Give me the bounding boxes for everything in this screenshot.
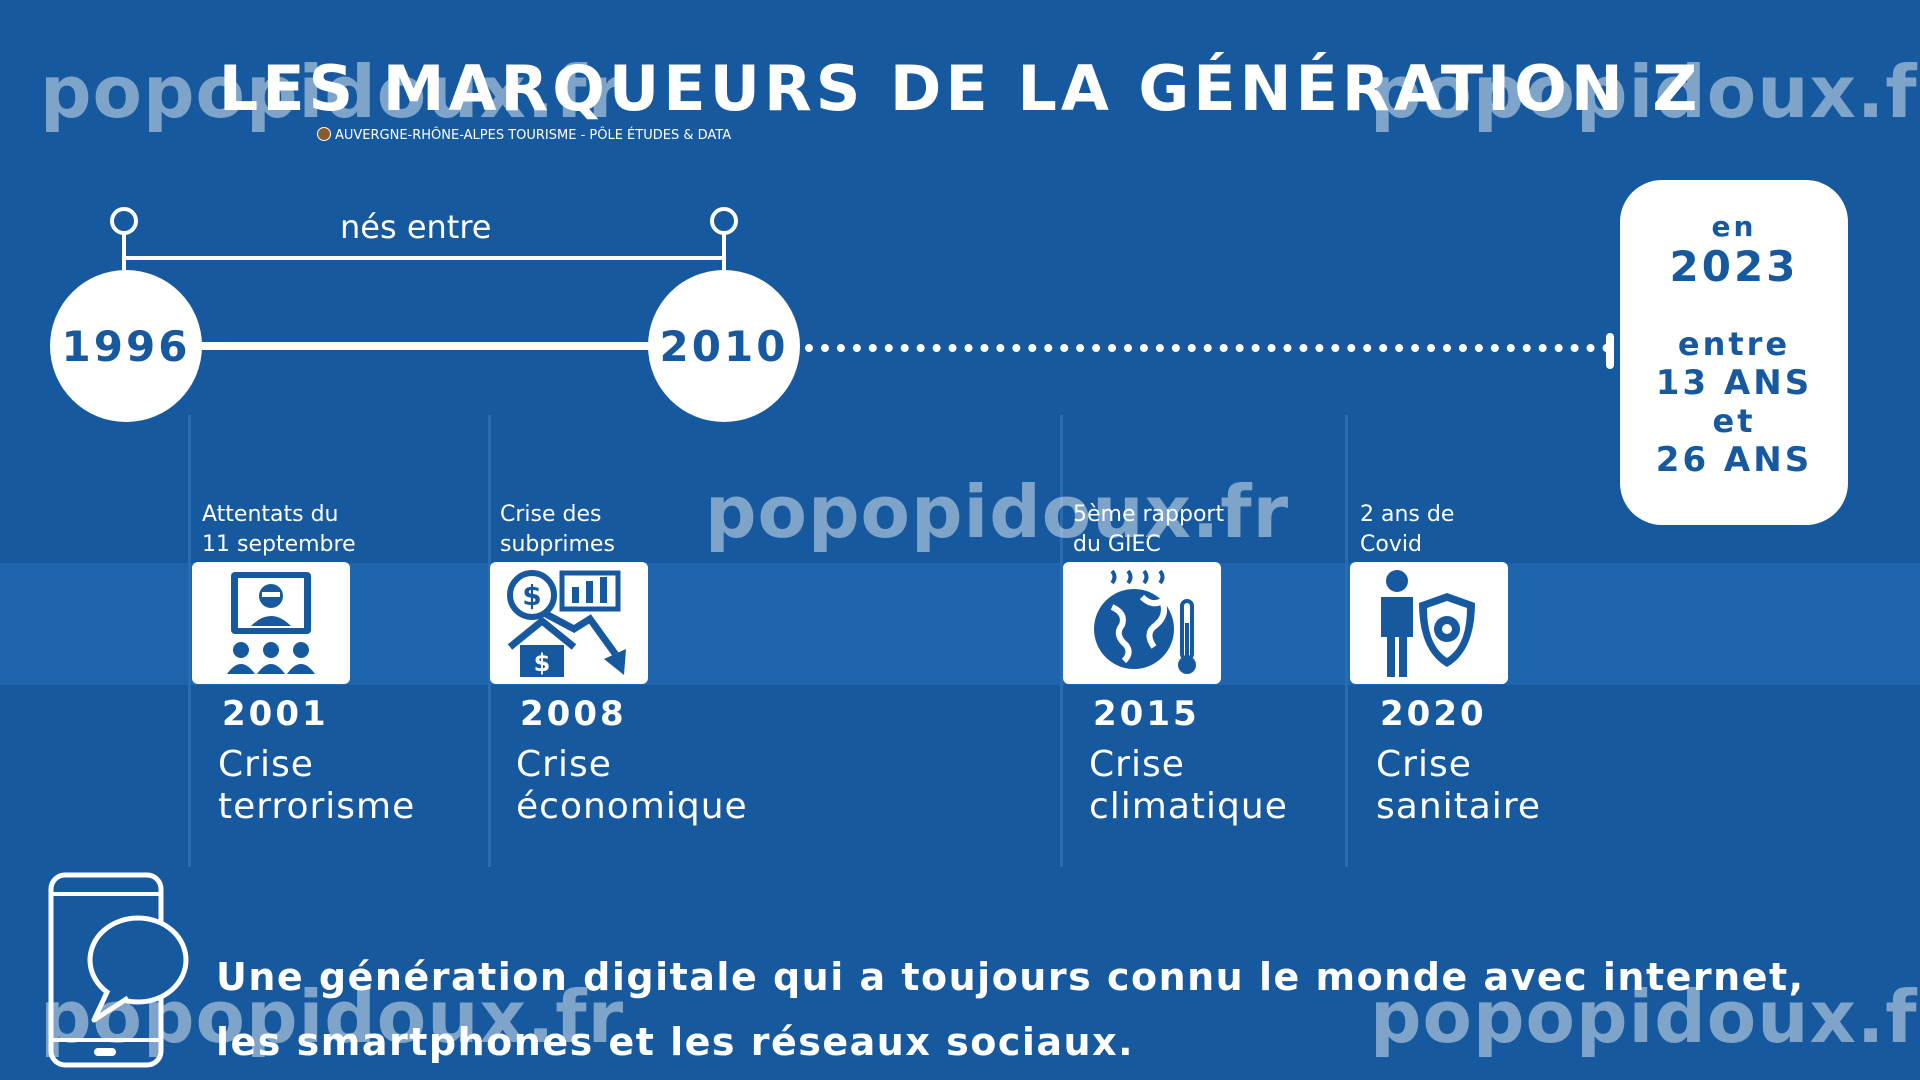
terrorism-broadcast-icon xyxy=(192,562,350,684)
event-year: 2008 xyxy=(520,694,627,734)
event-year: 2020 xyxy=(1380,694,1487,734)
watermark: popopidoux.fr xyxy=(40,50,625,134)
watermark: popopidoux.fr xyxy=(1370,50,1920,134)
smartphone-chat-icon xyxy=(48,872,193,1076)
global-warming-icon xyxy=(1063,562,1221,684)
separator xyxy=(188,415,191,867)
start-year-circle: 1996 xyxy=(50,270,202,422)
caption-line: subprimes xyxy=(500,532,615,557)
label-line: Crise xyxy=(516,744,612,785)
age-box-en: en xyxy=(1711,210,1757,243)
credit-text: AUVERGNE-RHÔNE-ALPES TOURISME - PÔLE ÉTU… xyxy=(335,128,732,143)
age-box-year: 2023 xyxy=(1669,242,1799,291)
label-line: Crise xyxy=(1376,744,1472,785)
event-2015: 5ème rapport du GIEC 2015 Crise climatique xyxy=(1063,500,1343,828)
page-title: LES MARQUEURS DE LA GÉNÉRATION Z xyxy=(218,52,1702,125)
separator xyxy=(1345,415,1348,867)
caption-line: 2 ans de xyxy=(1360,502,1455,527)
svg-text:$: $ xyxy=(522,579,541,612)
label-line: climatique xyxy=(1089,786,1288,827)
age-box-et: et xyxy=(1712,402,1756,440)
caption-line: 5ème rapport xyxy=(1073,502,1225,527)
event-label: Crise économique xyxy=(516,744,770,828)
age-box-max-age: 26 ANS xyxy=(1655,440,1813,480)
event-caption: Crise des subprimes xyxy=(500,500,770,560)
event-year: 2001 xyxy=(222,694,329,734)
caption-line: Attentats du xyxy=(202,502,339,527)
event-label: Crise sanitaire xyxy=(1376,744,1630,828)
event-label: Crise terrorisme xyxy=(218,744,472,828)
event-2020: 2 ans de Covid 2020 Crise sanitaire xyxy=(1350,500,1630,828)
caption-line: Covid xyxy=(1360,532,1422,557)
event-label: Crise climatique xyxy=(1089,744,1343,828)
financial-crash-icon: $ $ xyxy=(490,562,648,684)
age-box-min-age: 13 ANS xyxy=(1655,363,1813,403)
event-caption: 2 ans de Covid xyxy=(1360,500,1630,560)
label-line: économique xyxy=(516,786,748,827)
start-pin xyxy=(110,207,138,235)
footer-line: les smartphones et les réseaux sociaux. xyxy=(216,1020,1135,1064)
end-pin-stem xyxy=(722,234,726,270)
event-caption: 5ème rapport du GIEC xyxy=(1073,500,1343,560)
dotted-timeline xyxy=(805,344,1611,352)
label-line: terrorisme xyxy=(218,786,416,827)
caption-line: Crise des xyxy=(500,502,602,527)
range-bracket-line xyxy=(124,256,724,260)
age-box-entre: entre xyxy=(1677,325,1791,363)
watermark: popopidoux.fr xyxy=(705,470,1290,554)
age-box: en 2023 entre 13 ANS et 26 ANS xyxy=(1620,180,1848,525)
label-line: Crise xyxy=(1089,744,1185,785)
caption-line: 11 septembre xyxy=(202,532,356,557)
range-label: nés entre xyxy=(340,208,492,246)
caption-line: du GIEC xyxy=(1073,532,1161,557)
event-year: 2015 xyxy=(1093,694,1200,734)
timeline-line xyxy=(190,342,670,350)
health-shield-icon xyxy=(1350,562,1508,684)
label-line: sanitaire xyxy=(1376,786,1541,827)
separator xyxy=(1060,415,1063,867)
end-pin xyxy=(710,207,738,235)
separator xyxy=(488,415,491,867)
event-2001: Attentats du 11 septembre 2001 Crise terro… xyxy=(192,500,472,828)
event-2008: Crise des subprimes $ $ 2008 Crise économi… xyxy=(490,500,770,828)
logo-icon xyxy=(317,127,331,141)
timeline-end-tick xyxy=(1606,333,1614,369)
start-pin-stem xyxy=(122,234,126,270)
footer-line: Une génération digitale qui a toujours c… xyxy=(216,955,1805,999)
svg-text:$: $ xyxy=(534,649,551,677)
end-year-circle: 2010 xyxy=(648,270,800,422)
watermark: popopidoux.fr xyxy=(40,975,625,1059)
watermark: popopidoux.fr xyxy=(1370,975,1920,1059)
credit-line: AUVERGNE-RHÔNE-ALPES TOURISME - PÔLE ÉTU… xyxy=(317,127,731,143)
event-caption: Attentats du 11 septembre xyxy=(202,500,472,560)
footer-text: Une génération digitale qui a toujours c… xyxy=(216,945,1805,1075)
label-line: Crise xyxy=(218,744,314,785)
